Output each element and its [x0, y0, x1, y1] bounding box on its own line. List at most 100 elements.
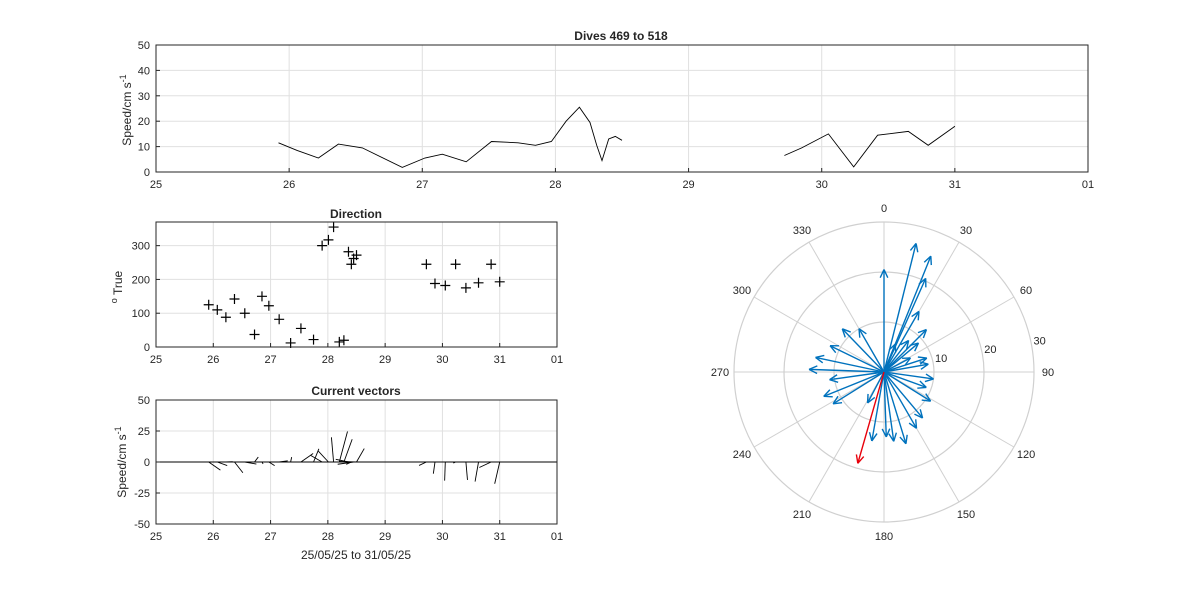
- speed-ylabel: Speed/cm s-1: [118, 74, 134, 145]
- vector-stick: [268, 461, 275, 466]
- polar-arrow: [881, 371, 891, 438]
- vectors-y-ticks: -50 -25 0 25 50: [134, 395, 160, 531]
- vectors-xtick-label: 26: [207, 531, 219, 543]
- polar-arrow: [823, 371, 885, 398]
- vector-stick: [474, 461, 479, 482]
- vector-stick: [217, 461, 228, 467]
- vectors-xtick-label: 25: [150, 531, 162, 543]
- polar-arrow-shaft: [883, 371, 927, 389]
- polar-arrow-shaft: [883, 243, 917, 373]
- polar-arrow-head: [893, 432, 898, 442]
- direction-point: [351, 250, 362, 261]
- polar-arrow-shaft: [883, 363, 929, 373]
- direction-point: [317, 240, 328, 251]
- polar-arrow-shaft: [883, 371, 907, 444]
- vector-stick: [313, 448, 320, 463]
- vector-stick: [317, 450, 329, 463]
- direction-ylabel-main: True: [111, 271, 125, 299]
- polar-angle-label: 60: [1020, 285, 1032, 297]
- polar-angle-label: 240: [733, 449, 751, 461]
- speed-ytick-label: 20: [138, 116, 150, 128]
- polar-spoke: [883, 371, 1015, 448]
- direction-title: Direction: [330, 207, 382, 221]
- direction-plot: Direction 25 26 27 28 29 30 31 01 0 100 200 300 o …: [109, 207, 563, 366]
- polar-arrow-head: [909, 242, 917, 251]
- vector-stick: [254, 456, 259, 463]
- direction-point: [203, 299, 214, 310]
- polar-arrow: [883, 328, 928, 373]
- speed-y-ticks: 0 10 20 30 40 50: [138, 40, 160, 179]
- direction-ylabel-sup: o: [109, 298, 119, 303]
- polar-arrow: [858, 328, 885, 373]
- polar-arrow: [883, 339, 910, 373]
- polar-arrow-head: [815, 356, 824, 364]
- vectors-xtick-label: 30: [436, 531, 448, 543]
- vectors-xtick-label: 27: [264, 531, 276, 543]
- direction-xtick-label: 29: [379, 354, 391, 366]
- polar-arrow-head: [923, 255, 932, 263]
- vectors-xtick-label: 31: [494, 531, 506, 543]
- vector-stick: [234, 461, 244, 474]
- polar-arrow-head: [919, 409, 924, 419]
- direction-point: [338, 335, 349, 346]
- speed-xtick-label: 29: [682, 179, 694, 191]
- polar-arrow-shaft: [841, 328, 885, 373]
- polar-spoke: [808, 371, 885, 503]
- direction-point: [308, 334, 319, 345]
- direction-xtick-label: 01: [551, 354, 563, 366]
- direction-axes-box: [155, 221, 558, 348]
- vectors-ytick-label: 25: [138, 426, 150, 438]
- polar-arrow-head: [917, 328, 927, 334]
- polar-arrow: [883, 361, 929, 373]
- vectors-title: Current vectors: [311, 384, 401, 398]
- direction-xtick-label: 30: [436, 354, 448, 366]
- polar-arrow-shaft: [829, 345, 885, 373]
- polar-arrow: [868, 371, 885, 442]
- speed-ytick-label: 10: [138, 142, 150, 154]
- polar-arrow: [883, 242, 919, 373]
- speed-plot: Dives 469 to 518 25 26 27 28 29 30 31 01 0 10 20 3…: [118, 29, 1094, 191]
- direction-ytick-label: 100: [132, 308, 150, 320]
- vector-stick: [339, 460, 357, 463]
- polar-arrow: [883, 356, 928, 373]
- polar-arrow-head: [881, 428, 887, 438]
- direction-point: [343, 246, 354, 257]
- speed-grid: [155, 44, 1089, 173]
- polar-arrow-head: [842, 328, 851, 333]
- direction-point: [334, 336, 345, 347]
- vectors-ytick-label: -50: [134, 519, 150, 531]
- vectors-xtick-label: 28: [322, 531, 334, 543]
- vector-stick: [337, 461, 354, 465]
- direction-y-ticks: 0 100 200 300: [132, 241, 160, 354]
- speed-ylabel-main: Speed/cm s: [120, 82, 134, 145]
- direction-grid: [155, 222, 558, 348]
- polar-angle-label: 330: [793, 225, 811, 237]
- polar-arrow-shaft: [858, 328, 885, 373]
- polar-arrow: [866, 371, 885, 404]
- polar-arrow: [883, 371, 898, 442]
- polar-arrow: [883, 371, 927, 389]
- speed-xtick-label: 30: [816, 179, 828, 191]
- direction-point: [328, 222, 339, 233]
- speed-x-ticks: 25 26 27 28 29 30 31 01: [150, 168, 1094, 191]
- polar-grid: [733, 221, 1035, 523]
- vector-stick: [444, 461, 446, 481]
- polar-arrow-head: [922, 329, 928, 339]
- vector-stick: [494, 461, 501, 484]
- polar-arrow-head: [911, 310, 920, 318]
- polar-arrow-head: [879, 269, 885, 278]
- polar-arrow-head: [914, 413, 923, 419]
- speed-xtick-label: 01: [1082, 179, 1094, 191]
- polar-angle-label: 30: [960, 225, 972, 237]
- polar-arrow-head: [900, 339, 909, 346]
- polar-arrow-head: [917, 386, 927, 389]
- direction-point: [486, 259, 497, 270]
- vector-stick: [338, 431, 348, 463]
- vector-stick: [244, 461, 257, 465]
- polar-arrow-shaft: [829, 371, 885, 381]
- polar-arrow: [879, 269, 889, 372]
- direction-point: [295, 323, 306, 334]
- polar-arrow-head: [883, 269, 889, 278]
- speed-axes-box: [155, 44, 1089, 173]
- vector-stick: [208, 461, 221, 471]
